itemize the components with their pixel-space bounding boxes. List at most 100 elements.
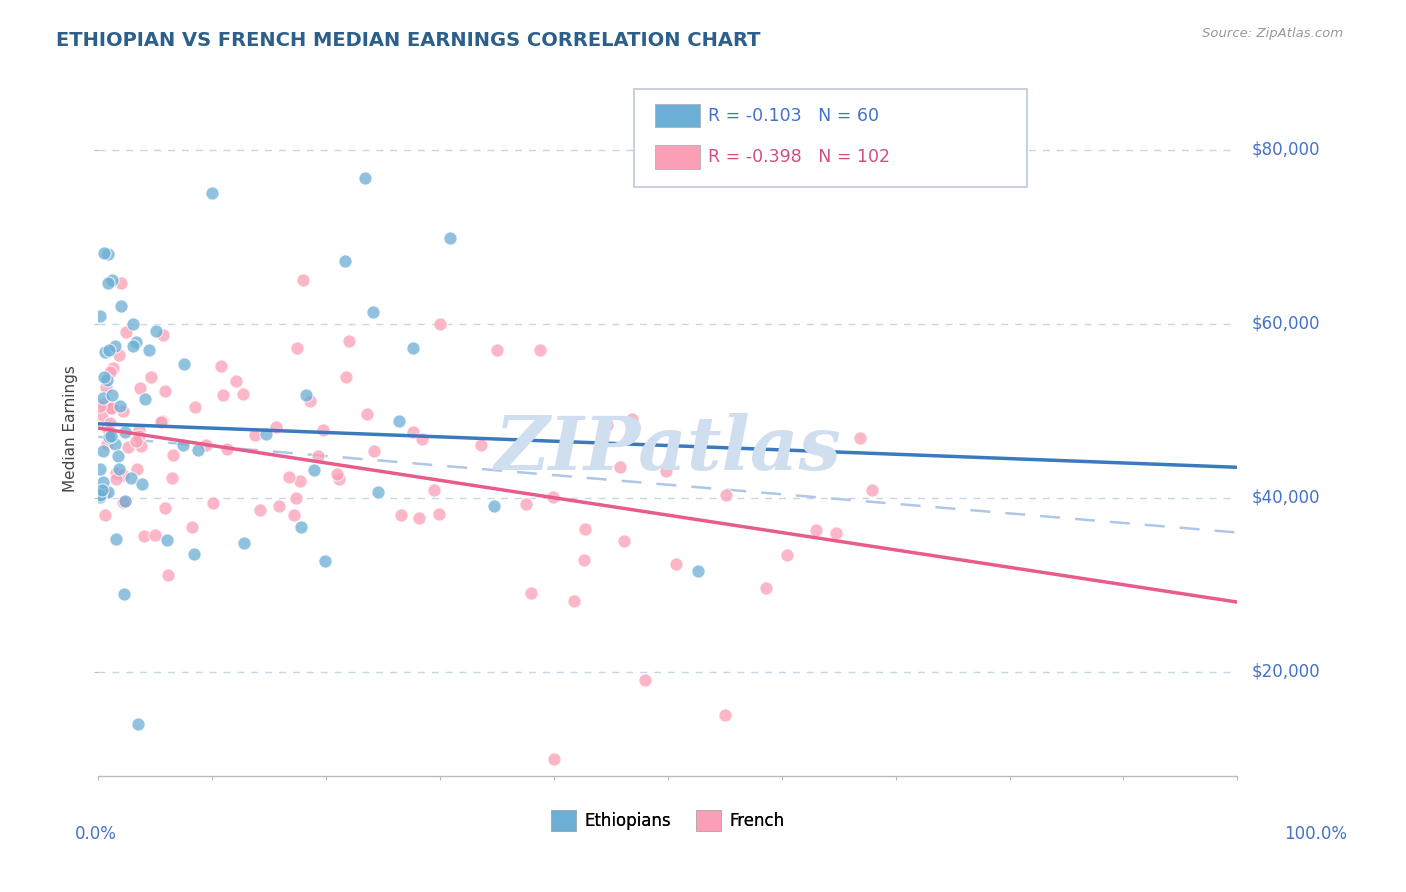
Point	[427, 508, 450, 522]
Text: ZIPatlas: ZIPatlas	[495, 413, 841, 485]
Point	[97, 343, 120, 358]
Point	[402, 342, 425, 356]
Point	[562, 593, 585, 607]
Point	[634, 673, 657, 688]
Point	[108, 461, 131, 475]
Point	[328, 472, 350, 486]
Point	[114, 493, 136, 508]
Point	[89, 461, 111, 475]
Point	[776, 548, 799, 562]
Point	[307, 450, 329, 464]
Point	[94, 345, 117, 359]
Point	[285, 491, 308, 505]
Point	[115, 325, 138, 339]
Point	[96, 247, 118, 261]
Point	[128, 429, 150, 443]
Point	[543, 751, 565, 765]
Point	[254, 427, 277, 442]
Point	[755, 581, 778, 595]
Text: $60,000: $60,000	[1251, 315, 1320, 333]
Point	[314, 554, 336, 568]
Point	[104, 472, 127, 486]
Point	[333, 254, 356, 268]
Point	[96, 373, 118, 387]
Point	[267, 499, 290, 513]
Point	[337, 334, 360, 349]
Point	[160, 471, 183, 485]
Point	[125, 334, 148, 349]
Point	[470, 438, 492, 452]
Point	[387, 414, 409, 428]
Point	[354, 171, 377, 186]
Point	[172, 438, 194, 452]
Point	[201, 186, 224, 201]
Point	[716, 488, 738, 502]
Y-axis label: Median Earnings: Median Earnings	[63, 365, 79, 491]
Point	[110, 277, 132, 291]
Point	[91, 392, 114, 406]
Point	[152, 414, 174, 428]
Point	[114, 493, 136, 508]
Point	[121, 317, 143, 331]
Point	[125, 434, 148, 449]
Text: $80,000: $80,000	[1251, 141, 1320, 159]
Point	[145, 325, 167, 339]
Point	[128, 381, 150, 395]
Point	[411, 433, 433, 447]
Point	[620, 412, 643, 426]
Text: 0.0%: 0.0%	[75, 825, 117, 843]
Point	[335, 370, 357, 384]
Point	[89, 310, 111, 324]
Point	[609, 459, 631, 474]
Point	[131, 476, 153, 491]
Point	[572, 553, 595, 567]
Point	[586, 454, 609, 468]
Point	[278, 470, 301, 484]
Point	[114, 425, 136, 439]
Point	[173, 357, 195, 371]
Point	[93, 397, 115, 411]
Point	[127, 717, 149, 731]
Point	[439, 231, 461, 245]
Point	[529, 343, 551, 357]
Text: Source: ZipAtlas.com: Source: ZipAtlas.com	[1202, 27, 1343, 40]
Point	[152, 328, 174, 343]
Point	[209, 359, 232, 373]
Point	[156, 533, 179, 548]
Point	[429, 317, 451, 331]
Point	[156, 567, 179, 582]
Point	[655, 465, 678, 479]
Point	[128, 423, 150, 437]
Text: R = -0.398   N = 102: R = -0.398 N = 102	[709, 148, 890, 166]
Point	[312, 423, 335, 437]
Point	[860, 483, 883, 497]
Legend: Ethiopians, French: Ethiopians, French	[544, 804, 792, 838]
Point	[520, 586, 543, 600]
Point	[408, 511, 430, 525]
Point	[101, 273, 124, 287]
Point	[202, 496, 225, 510]
Point	[107, 348, 129, 362]
Point	[484, 500, 506, 514]
Point	[100, 401, 122, 416]
Point	[243, 428, 266, 442]
Point	[211, 388, 233, 402]
Point	[105, 466, 128, 480]
Point	[283, 508, 305, 523]
Point	[294, 388, 316, 402]
Point	[101, 401, 124, 415]
Point	[187, 442, 209, 457]
Point	[96, 421, 118, 435]
Point	[108, 399, 131, 413]
Point	[97, 430, 120, 444]
Point	[120, 471, 142, 485]
Point	[89, 491, 111, 505]
Point	[101, 388, 124, 402]
Point	[129, 439, 152, 453]
Point	[134, 392, 156, 407]
Point	[110, 300, 132, 314]
Point	[290, 475, 312, 489]
Point	[225, 374, 247, 388]
Point	[361, 305, 384, 319]
Point	[96, 437, 118, 451]
